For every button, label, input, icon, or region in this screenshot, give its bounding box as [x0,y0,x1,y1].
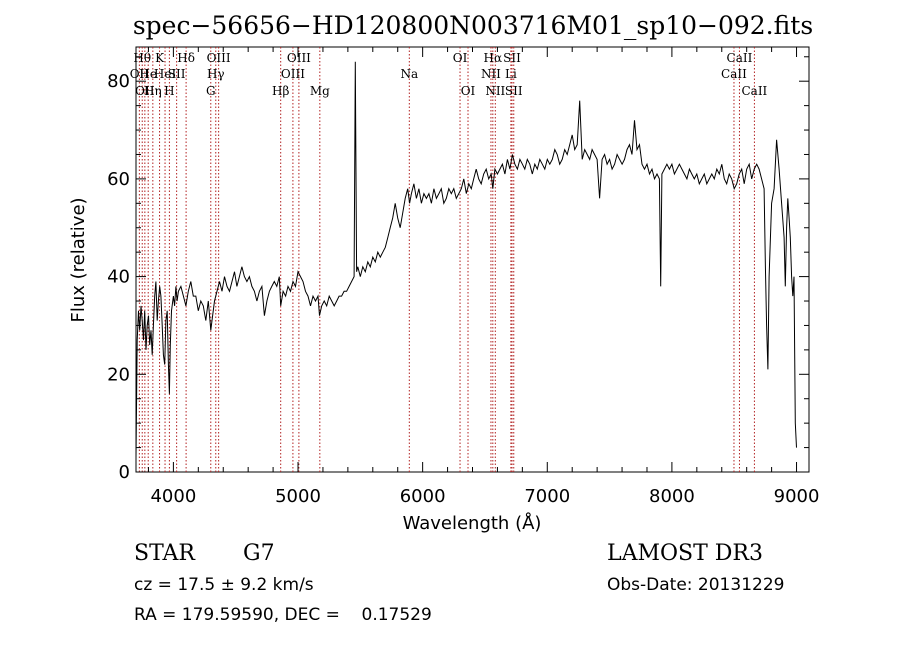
object-subclass: G7 [243,541,275,566]
spectral-line-label: H [164,84,174,98]
spectral-line-label: SII [503,51,521,65]
spectral-line-markers [138,47,755,472]
spectral-line-label: Hδ [177,51,195,65]
x-tick-label: 5000 [275,486,321,507]
x-tick-label: 6000 [400,486,446,507]
spectral-line-label: CaII [741,84,767,98]
spectral-line-label: Hα [484,51,503,65]
x-tick-label: 8000 [649,486,695,507]
chart-title: spec−56656−HD120800N003716M01_sp10−092.f… [133,11,813,40]
spectral-line-label: K [155,51,165,65]
spectral-line-label: Hγ [207,67,225,81]
flux-spectrum-line [135,61,797,458]
spectral-line-label: OIII [281,67,305,81]
x-tick-label: 9000 [774,486,820,507]
survey-name: LAMOST DR3 [607,541,763,566]
spectral-line-label: OI [453,51,468,65]
spectral-line-label: Mg [310,84,330,98]
y-axis-label: Flux (relative) [68,197,89,322]
y-tick-label: 20 [107,364,130,385]
y-tick-label: 60 [107,169,130,190]
spectral-line-label: CaII [727,51,753,65]
spectral-line-label: SII [505,84,523,98]
spectral-line-label: SII [168,67,186,81]
axis-tick-labels: 4000 5000 6000 7000 8000 9000 0 20 40 60 80 [107,71,819,507]
spectral-line-label: OIII [207,51,231,65]
x-tick-label: 7000 [524,486,570,507]
spectral-line-label: OII [135,84,155,98]
spectral-line-label: CaII [721,67,747,81]
sky-coordinates: RA = 179.59590, DEC = 0.17529 [134,605,432,625]
spectral-line-label: OII [130,67,150,81]
spectral-line-label: Hη [144,84,162,98]
observation-date: Obs-Date: 20131229 [607,575,784,595]
spectral-line-label: OI [461,84,476,98]
x-axis-label: Wavelength (Å) [403,512,542,534]
y-tick-label: 0 [119,462,130,483]
x-tick-label: 4000 [150,486,196,507]
spectral-line-label: G [206,84,216,98]
spectral-line-label: Hβ [272,84,289,98]
spectral-line-label: Hθ [133,51,151,65]
spectral-line-label: He [139,67,157,81]
spectral-line-label: Na [400,67,418,81]
spectral-line-label: NII [481,67,501,81]
object-class: STAR [134,541,196,566]
axis-ticks [136,47,809,473]
spectral-line-label: Li [505,67,517,81]
spectral-line-label: HeI [154,67,177,81]
spectral-line-labels: OIIHθOIIHeHηKHeIHSIIHδGHγOIIIHβOIIIOIIIM… [130,51,768,98]
y-tick-label: 80 [107,71,130,92]
plot-frame [135,46,810,473]
y-tick-label: 40 [107,267,130,288]
spectral-line-label: NII [485,84,505,98]
redshift-velocity: cz = 17.5 ± 9.2 km/s [134,575,314,595]
spectral-line-label: OIII [287,51,311,65]
